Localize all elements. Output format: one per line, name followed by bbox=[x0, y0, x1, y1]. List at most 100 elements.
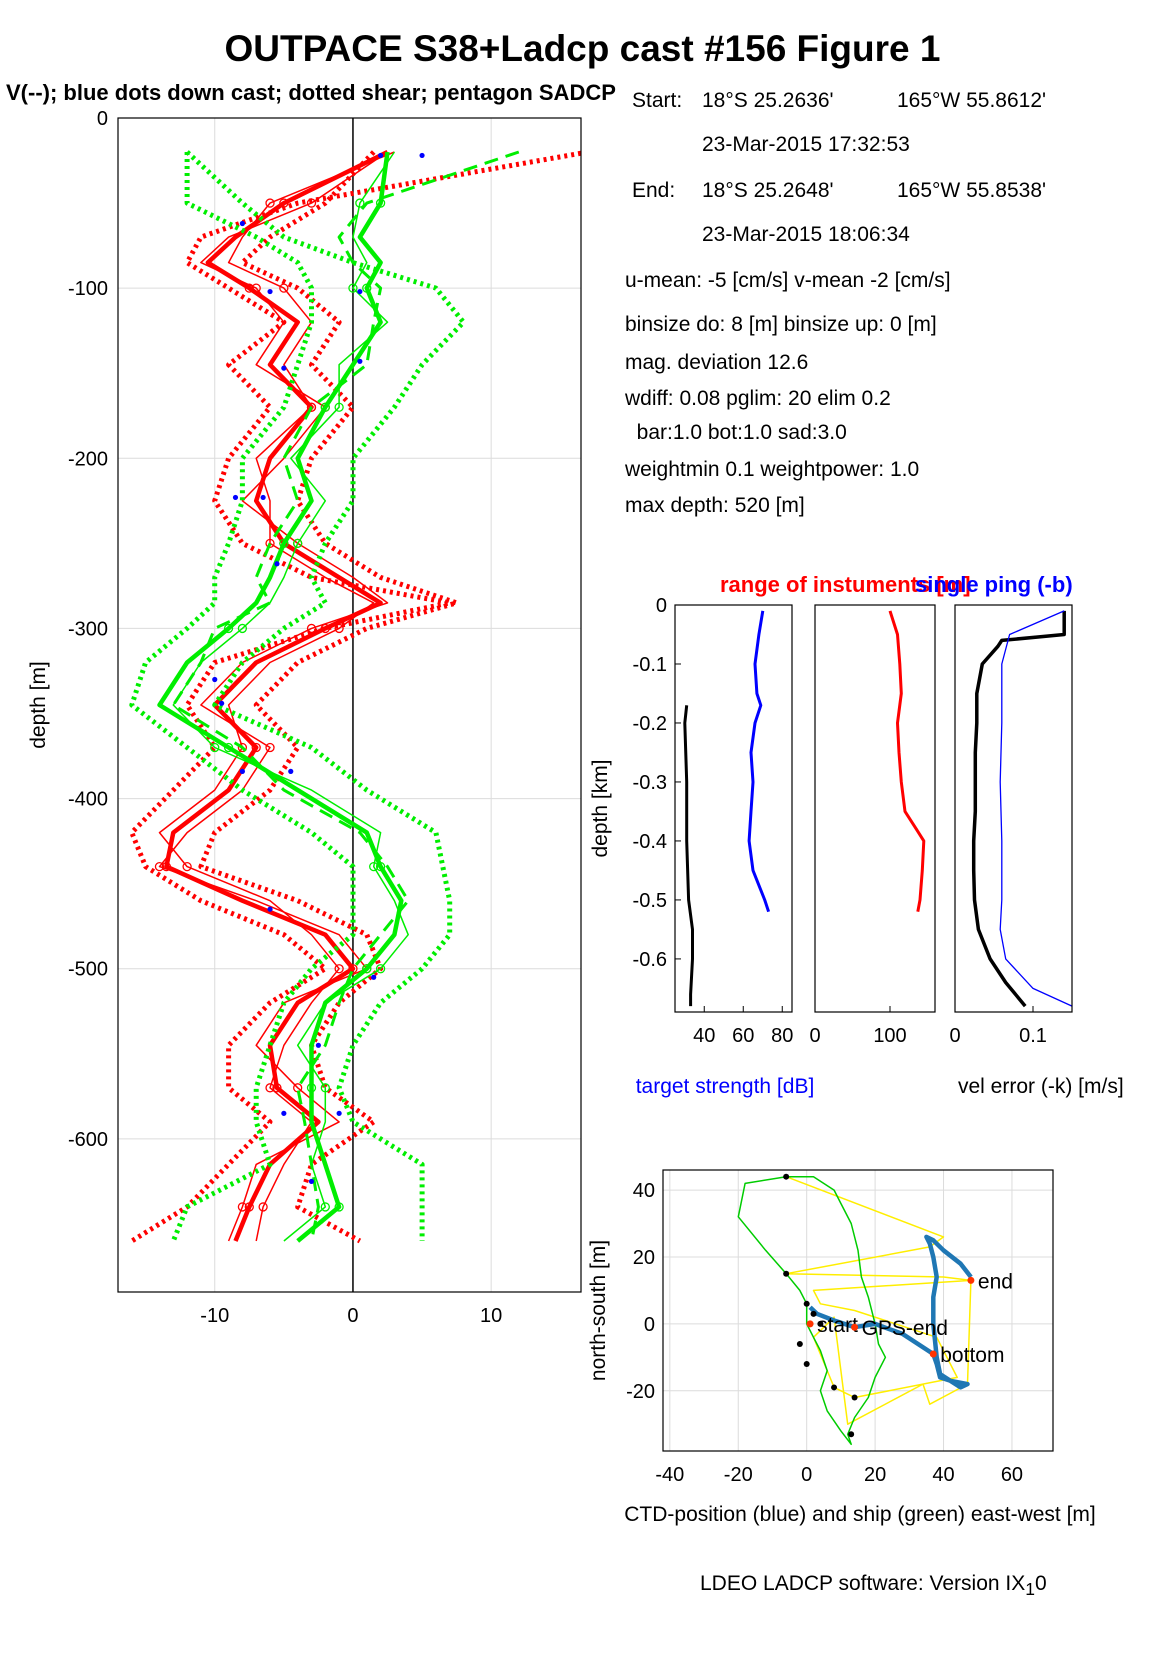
sadcp-marker bbox=[320, 1083, 330, 1093]
downcast-dot bbox=[219, 700, 225, 706]
sadcp-marker bbox=[237, 1202, 248, 1212]
y-tick-label: -20 bbox=[626, 1381, 655, 1403]
target-strength-axes: 0 -0.1 -0.2 -0.3 -0.4 -0.5 -0.6 40 60 80 depth [km… bbox=[589, 572, 1124, 1098]
target-strength-frame bbox=[674, 604, 793, 1013]
range-axes: 0 100 bbox=[809, 604, 936, 1047]
v-dashed-series-line bbox=[171, 150, 520, 1242]
sadcp-marker bbox=[320, 402, 330, 412]
sadcp-marker bbox=[161, 861, 172, 872]
sadcp-marker bbox=[272, 1083, 282, 1093]
downcast-dot bbox=[239, 220, 245, 227]
x-tick-label: 0 bbox=[809, 1025, 820, 1047]
track-fix-point bbox=[817, 1320, 824, 1327]
weight-text: weightmin 0.1 weightpower: 1.0 bbox=[625, 458, 920, 481]
sadcp-marker bbox=[334, 1202, 344, 1212]
software-version: LDEO LADCP software: Version IX10 bbox=[700, 1572, 1047, 1600]
u-dotted-series-line bbox=[198, 150, 460, 1244]
y-tick-label: -100 bbox=[68, 278, 108, 300]
sadcp-marker bbox=[279, 538, 289, 549]
wdiff-text: wdiff: 0.08 pglim: 20 elim 0.2 bbox=[625, 387, 891, 410]
sadcp-marker bbox=[210, 742, 220, 753]
software-version-sub: 1 bbox=[1025, 1579, 1035, 1600]
downcast-dot bbox=[371, 974, 377, 980]
software-version-text: LDEO LADCP software: Version IX bbox=[700, 1572, 1026, 1595]
x-tick-label: 0 bbox=[949, 1025, 960, 1047]
y-tick-label: 0 bbox=[644, 1314, 655, 1336]
sadcp-marker bbox=[293, 538, 303, 549]
depth-km-label: depth [km] bbox=[589, 759, 612, 857]
sadcp-marker bbox=[320, 1202, 330, 1212]
vel-error-label: vel error (-k) [m/s] bbox=[958, 1075, 1124, 1098]
downcast-dot bbox=[281, 1110, 287, 1116]
x-tick-label: 0.1 bbox=[1019, 1025, 1047, 1047]
y-tick-label: -0.6 bbox=[633, 949, 667, 971]
sadcp-marker bbox=[334, 402, 344, 412]
x-tick-label: -40 bbox=[655, 1464, 684, 1486]
sadcp-marker bbox=[320, 402, 330, 412]
sadcp-marker bbox=[258, 1202, 268, 1212]
sadcp-marker bbox=[223, 623, 234, 634]
downcast-dot bbox=[239, 768, 245, 774]
track-marker-label: bottom bbox=[940, 1344, 1004, 1367]
track-fix-point bbox=[803, 1300, 810, 1307]
sadcp-marker bbox=[362, 283, 372, 293]
v-dotted-series-line bbox=[185, 150, 466, 1241]
y-tick-label: -0.3 bbox=[633, 772, 667, 794]
x-tick-label: 80 bbox=[771, 1025, 793, 1047]
track-marker-label: start bbox=[817, 1314, 858, 1337]
figure-subtitle: V(--); blue dots down cast; dotted shear… bbox=[6, 80, 616, 105]
sadcp-marker bbox=[237, 623, 248, 634]
downcast-dot bbox=[357, 358, 363, 364]
target-strength-series-line bbox=[747, 610, 771, 913]
single-ping-title: single ping (-b) bbox=[915, 572, 1073, 597]
sadcp-marker bbox=[369, 861, 379, 872]
sadcp-marker bbox=[251, 283, 261, 293]
sadcp-marker bbox=[375, 198, 386, 208]
sadcp-marker bbox=[306, 1083, 317, 1093]
sadcp-marker bbox=[182, 861, 192, 872]
end-label: End: bbox=[632, 179, 676, 202]
sadcp-marker bbox=[334, 964, 344, 974]
sadcp-marker bbox=[334, 623, 344, 634]
y-tick-label: -400 bbox=[68, 789, 108, 811]
sadcp-marker bbox=[375, 964, 386, 974]
velocity-error-series-line bbox=[971, 610, 1066, 1008]
u-thin-series-line bbox=[158, 151, 389, 1242]
sadcp-marker bbox=[244, 283, 254, 293]
u-thin-series-line bbox=[158, 151, 395, 1242]
x-tick-label: 40 bbox=[932, 1464, 954, 1486]
downcast-dot bbox=[377, 152, 384, 159]
vel-error-axes: 0 0.1 bbox=[949, 604, 1073, 1047]
sadcp-marker bbox=[265, 538, 275, 549]
range-title: range of instuments [m] bbox=[720, 572, 971, 597]
sadcp-marker bbox=[320, 623, 330, 634]
track-fix-point bbox=[796, 1340, 803, 1347]
sadcp-marker bbox=[265, 198, 275, 208]
x-tick-label: 40 bbox=[693, 1025, 715, 1047]
figure-title: OUTPACE S38+Ladcp cast #156 Figure 1 bbox=[224, 28, 941, 69]
means-text: u-mean: -5 [cm/s] v-mean -2 [cm/s] bbox=[625, 269, 951, 292]
x-tick-label: 0 bbox=[347, 1305, 358, 1327]
x-tick-label: 60 bbox=[1001, 1464, 1023, 1486]
downcast-dot bbox=[288, 768, 294, 774]
x-tick-label: 10 bbox=[480, 1305, 502, 1327]
track-marker-label: end bbox=[978, 1270, 1013, 1293]
u-dotted-series-line bbox=[129, 150, 581, 1244]
v-thin-series-line bbox=[172, 151, 409, 1242]
bar-text: bar:1.0 bot:1.0 sad:3.0 bbox=[625, 421, 847, 444]
track-fix-point bbox=[848, 1431, 855, 1438]
start-time: 23-Mar-2015 17:32:53 bbox=[702, 133, 910, 156]
downcast-dot bbox=[267, 288, 273, 295]
track-frame bbox=[662, 1169, 1054, 1452]
sadcp-marker bbox=[265, 1083, 275, 1093]
y-tick-label: -0.2 bbox=[633, 713, 667, 735]
downcast-dot bbox=[308, 1178, 315, 1185]
downcast-dot bbox=[232, 494, 239, 501]
velocity-error-frame bbox=[954, 604, 1073, 1013]
downcast-dot bbox=[212, 676, 218, 683]
y-tick-label: 20 bbox=[633, 1247, 655, 1269]
track-fix-point bbox=[831, 1384, 838, 1391]
x-tick-label: 60 bbox=[732, 1025, 754, 1047]
east-west-label: CTD-position (blue) and ship (green) eas… bbox=[624, 1503, 1096, 1526]
v-dotted-series-line bbox=[129, 152, 356, 1242]
